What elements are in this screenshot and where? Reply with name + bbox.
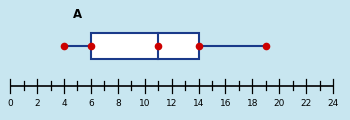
- Bar: [91, 33, 198, 59]
- Text: 2: 2: [34, 99, 40, 108]
- Text: 16: 16: [220, 99, 231, 108]
- Text: 12: 12: [166, 99, 177, 108]
- Text: 22: 22: [301, 99, 312, 108]
- Text: 24: 24: [327, 99, 339, 108]
- Text: 18: 18: [247, 99, 258, 108]
- Text: A: A: [73, 8, 82, 21]
- Text: 10: 10: [139, 99, 150, 108]
- Text: 20: 20: [274, 99, 285, 108]
- Text: 6: 6: [88, 99, 94, 108]
- Text: 0: 0: [7, 99, 13, 108]
- Text: 8: 8: [115, 99, 121, 108]
- Text: 4: 4: [61, 99, 67, 108]
- Text: 14: 14: [193, 99, 204, 108]
